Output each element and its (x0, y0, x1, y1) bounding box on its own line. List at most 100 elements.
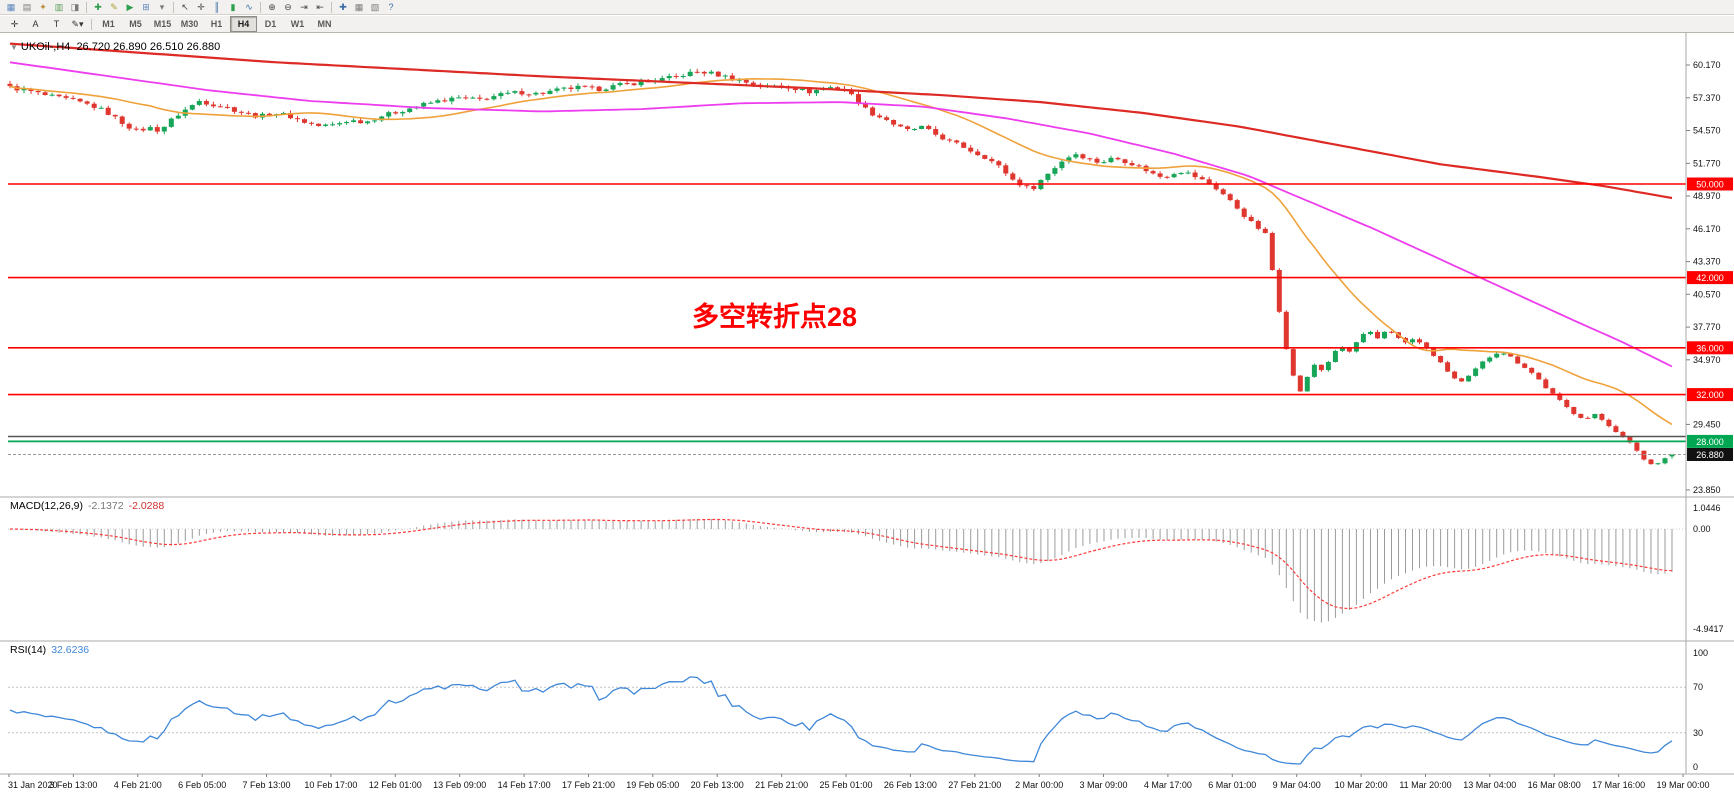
cursor-icon[interactable]: ↖ (181, 2, 189, 12)
chart-shift-icon[interactable]: ⇤ (316, 2, 324, 12)
price-badge-label: 28.000 (1696, 437, 1724, 447)
rsi-value: 32.6236 (51, 644, 90, 656)
chart-title: ▼ UKOil-,H4 26.720 26.890 26.510 26.880 (10, 41, 220, 53)
candle-chart-icon[interactable]: ▮ (230, 2, 236, 12)
toolbar-separator (331, 1, 332, 13)
toolbar-separator (91, 18, 92, 30)
price-tick-label: 60.170 (1693, 60, 1721, 70)
price-badge (1687, 434, 1733, 448)
time-tick-label: 21 Feb 21:00 (755, 780, 808, 790)
metaeditor-icon[interactable]: ✎ (110, 2, 118, 12)
rsi-line (9, 676, 1673, 765)
crosshair-icon[interactable]: ✛ (197, 2, 205, 12)
time-tick-label: 17 Mar 16:00 (1592, 780, 1645, 790)
time-tick-label: 3 Mar 09:00 (1079, 780, 1127, 790)
price-badge (1687, 177, 1733, 191)
price-badge (1687, 341, 1733, 355)
price-tick-label: 37.770 (1693, 322, 1721, 332)
time-tick-label: 12 Feb 01:00 (369, 780, 422, 790)
time-tick-label: 20 Feb 13:00 (691, 780, 744, 790)
price-badge-label: 42.000 (1696, 273, 1724, 283)
timeframe-button-m1[interactable]: M1 (102, 19, 115, 29)
price-badge-label: 36.000 (1696, 343, 1724, 353)
time-tick-label: 9 Mar 04:00 (1273, 780, 1321, 790)
time-tick-label: 26 Feb 13:00 (884, 780, 937, 790)
indicators-icon[interactable]: ✚ (339, 2, 347, 12)
price-tick-label: 54.570 (1693, 126, 1721, 136)
time-tick-label: 25 Feb 01:00 (819, 780, 872, 790)
timeframe-button-h1[interactable]: H1 (210, 19, 223, 29)
time-tick-label: 3 Feb 13:00 (49, 780, 97, 790)
price-tick-label: 48.970 (1693, 191, 1721, 201)
periods-icon[interactable]: ▦ (354, 2, 364, 12)
chart-area[interactable]: 60.170 57.370 54.570 51.770 48.970 46.170 43.3… (0, 33, 1734, 797)
time-tick-label: 17 Feb 21:00 (562, 780, 615, 790)
bar-chart-icon[interactable]: ║ (213, 2, 221, 12)
navigator-icon[interactable]: ✦ (39, 2, 47, 12)
timeframe-button-m5[interactable]: M5 (129, 19, 142, 29)
time-tick-label: 6 Feb 05:00 (178, 780, 226, 790)
price-tick-label: 43.370 (1693, 257, 1721, 267)
autotrading-icon[interactable]: ▶ (126, 2, 134, 12)
price-badge-label: 50.000 (1696, 180, 1724, 190)
tools-toolbar: ✛ A T ✎▾ M1 M5 M15 M30 H1 H4 D1 W1 MN (0, 16, 1734, 33)
toolbar-separator (86, 1, 87, 13)
zoom-in-icon[interactable]: ⊕ (268, 2, 276, 12)
macd-tick-label: 0.00 (1693, 524, 1711, 534)
time-tick-label: 27 Feb 21:00 (948, 780, 1001, 790)
macd-tick-label: 1.0446 (1693, 503, 1721, 513)
macd-signal-line (9, 518, 1673, 610)
text-label-tool[interactable]: A (32, 19, 39, 29)
timeframe-button-m15[interactable]: M15 (153, 19, 172, 29)
price-badge (1687, 388, 1733, 402)
chart-text-annotation[interactable]: 多空转折点28 (692, 302, 858, 332)
rsi-tick-label: 0 (1693, 762, 1698, 772)
new-order-icon[interactable]: ✚ (94, 2, 102, 12)
price-badge (1687, 271, 1733, 285)
macd-histogram (16, 518, 1673, 623)
data-window-icon[interactable]: ▤ (22, 2, 32, 12)
ma-slow-line (9, 42, 1673, 200)
time-tick-label: 4 Mar 17:00 (1144, 780, 1192, 790)
new-chart-icon[interactable]: ⊞ (142, 2, 150, 12)
ohlc-values: 26.720 26.890 26.510 26.880 (76, 41, 221, 53)
time-tick-label: 7 Feb 13:00 (242, 780, 290, 790)
rsi-tick-label: 30 (1693, 728, 1703, 738)
price-tick-label: 23.850 (1693, 485, 1721, 495)
ma-medium-line (9, 61, 1673, 368)
profiles-icon[interactable]: ▾ (159, 2, 165, 12)
macd-value-main: -2.1372 (87, 500, 124, 512)
line-chart-icon[interactable]: ∿ (245, 2, 253, 12)
help-icon[interactable]: ? (388, 2, 394, 12)
candlesticks (7, 68, 1675, 465)
zoom-out-icon[interactable]: ⊖ (284, 2, 292, 12)
macd-label: MACD(12,26,9) (10, 500, 83, 512)
time-tick-label: 10 Mar 20:00 (1335, 780, 1388, 790)
main-toolbar: ▦ ▤ ✦ ▥ ◨ ✚ ✎ ▶ ⊞ ▾ ↖ ✛ ║ ▮ ∿ ⊕ ⊖ ⇥ ⇤ ✚ ▦ ▧? (0, 0, 1734, 15)
toolbar-separator (260, 1, 261, 13)
time-tick-label: 11 Mar 20:00 (1399, 780, 1451, 790)
time-tick-label: 19 Mar 00:00 (1656, 780, 1709, 790)
strategy-tester-icon[interactable]: ◨ (70, 2, 80, 12)
time-tick-label: 4 Feb 21:00 (114, 780, 162, 790)
text-tool[interactable]: T (53, 19, 60, 29)
terminal-icon[interactable]: ▥ (54, 2, 64, 12)
timeframe-button-h4[interactable]: H4 (230, 16, 257, 32)
rsi-tick-label: 70 (1693, 682, 1703, 692)
draw-tools[interactable]: ✎▾ (71, 19, 84, 29)
macd-tick-label: -4.9417 (1693, 624, 1724, 634)
price-tick-label: 34.970 (1693, 355, 1721, 365)
timeframe-button-w1[interactable]: W1 (290, 19, 305, 29)
timeframe-button-m30[interactable]: M30 (180, 19, 199, 29)
time-tick-label: 13 Feb 09:00 (433, 780, 486, 790)
ma-fast-line (9, 77, 1673, 426)
timeframe-button-mn[interactable]: MN (317, 19, 332, 29)
crosshair-tool[interactable]: ✛ (10, 19, 19, 29)
auto-scroll-icon[interactable]: ⇥ (300, 2, 308, 12)
market-watch-icon[interactable]: ▦ (6, 2, 16, 12)
timeframe-button-d1[interactable]: D1 (264, 19, 277, 29)
toolbar-separator (173, 1, 174, 13)
templates-icon[interactable]: ▧ (370, 2, 380, 12)
time-tick-label: 19 Feb 05:00 (626, 780, 679, 790)
price-badge-label: 32.000 (1696, 390, 1724, 400)
